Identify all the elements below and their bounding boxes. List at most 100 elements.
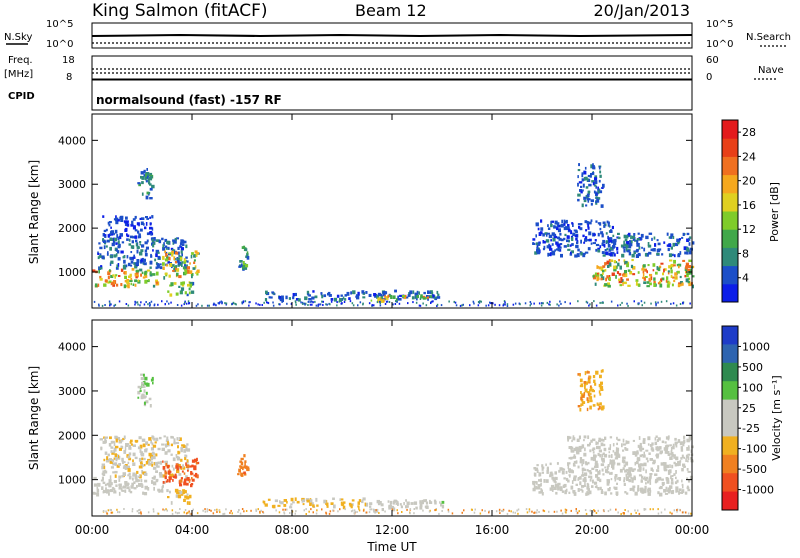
data-cell <box>159 436 162 440</box>
data-cell <box>546 470 549 474</box>
data-cell <box>649 481 652 485</box>
data-cell <box>596 276 599 279</box>
data-cell <box>547 252 550 257</box>
data-cell <box>240 263 243 267</box>
data-cell <box>128 455 131 459</box>
data-cell <box>352 304 355 307</box>
colorbar-segment <box>722 229 738 248</box>
power-heatmap <box>92 163 695 307</box>
data-cell <box>140 395 144 400</box>
data-cell <box>688 436 692 440</box>
data-cell <box>124 275 127 279</box>
data-cell <box>604 491 607 496</box>
data-cell <box>593 379 596 383</box>
data-cell <box>105 487 107 491</box>
data-cell <box>351 302 354 305</box>
data-cell <box>155 271 159 276</box>
data-cell <box>595 463 599 467</box>
data-cell <box>670 274 673 278</box>
data-cell <box>100 265 103 268</box>
data-cell <box>537 247 540 251</box>
data-cell <box>670 253 674 257</box>
data-cell <box>423 499 427 503</box>
data-cell <box>589 389 592 392</box>
data-cell <box>648 251 652 255</box>
data-cell <box>635 283 639 286</box>
data-cell <box>561 512 564 515</box>
data-cell <box>645 235 649 240</box>
data-cell <box>596 402 599 406</box>
colorbar-segment <box>722 436 738 456</box>
data-cell <box>570 448 573 453</box>
data-cell <box>129 441 132 444</box>
data-cell <box>568 239 570 243</box>
data-cell <box>333 297 338 302</box>
data-cell <box>295 510 297 513</box>
data-cell <box>304 303 306 306</box>
data-cell <box>670 263 674 268</box>
data-cell <box>312 301 314 304</box>
data-cell <box>178 285 181 288</box>
data-cell <box>563 226 567 231</box>
data-cell <box>128 452 132 456</box>
data-cell <box>376 295 380 299</box>
data-cell <box>365 291 368 294</box>
data-cell <box>139 474 142 479</box>
data-cell <box>231 302 234 305</box>
data-cell <box>577 405 581 408</box>
data-cell <box>289 506 293 509</box>
data-cell <box>587 379 591 383</box>
data-cell <box>159 473 163 478</box>
data-cell <box>626 492 629 495</box>
data-cell <box>110 230 114 234</box>
data-cell <box>352 290 356 295</box>
data-cell <box>613 268 617 272</box>
data-cell <box>152 510 155 513</box>
data-cell <box>600 490 604 494</box>
data-cell <box>473 302 475 305</box>
data-cell <box>623 464 626 468</box>
data-cell <box>133 262 136 265</box>
data-cell <box>627 304 629 307</box>
data-cell <box>643 462 647 467</box>
data-cell <box>564 233 567 237</box>
data-cell <box>633 266 635 269</box>
data-cell <box>246 256 250 260</box>
data-cell <box>390 295 393 299</box>
data-cell <box>620 513 622 515</box>
data-cell <box>151 376 154 380</box>
data-cell <box>601 406 604 411</box>
data-cell <box>667 471 671 475</box>
data-cell <box>148 302 151 304</box>
data-cell <box>688 242 691 246</box>
data-cell <box>305 513 307 515</box>
data-cell <box>244 462 246 467</box>
data-cell <box>672 236 675 239</box>
data-cell <box>682 463 686 467</box>
data-cell <box>101 472 104 475</box>
data-cell <box>311 303 313 306</box>
data-cell <box>624 260 628 265</box>
data-cell <box>395 500 398 502</box>
data-cell <box>356 511 358 513</box>
data-cell <box>677 439 681 443</box>
data-cell <box>595 192 599 195</box>
data-cell <box>604 436 607 440</box>
data-cell <box>168 476 172 479</box>
data-cell <box>648 476 652 480</box>
data-cell <box>410 502 414 505</box>
data-cell <box>175 267 177 271</box>
data-cell <box>587 223 590 228</box>
data-cell <box>612 245 615 249</box>
data-cell <box>666 464 669 469</box>
data-cell <box>648 452 651 455</box>
data-cell <box>171 249 174 252</box>
data-cell <box>195 253 198 257</box>
data-cell <box>525 508 528 511</box>
data-cell <box>118 447 122 451</box>
data-cell <box>138 183 141 187</box>
data-cell <box>325 512 328 515</box>
data-cell <box>113 237 117 242</box>
data-cell <box>682 443 685 447</box>
data-cell <box>113 449 116 454</box>
